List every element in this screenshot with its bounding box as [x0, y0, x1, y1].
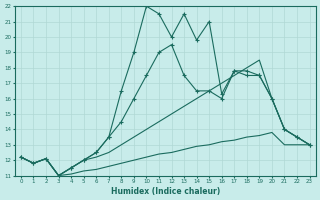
X-axis label: Humidex (Indice chaleur): Humidex (Indice chaleur) — [111, 187, 220, 196]
